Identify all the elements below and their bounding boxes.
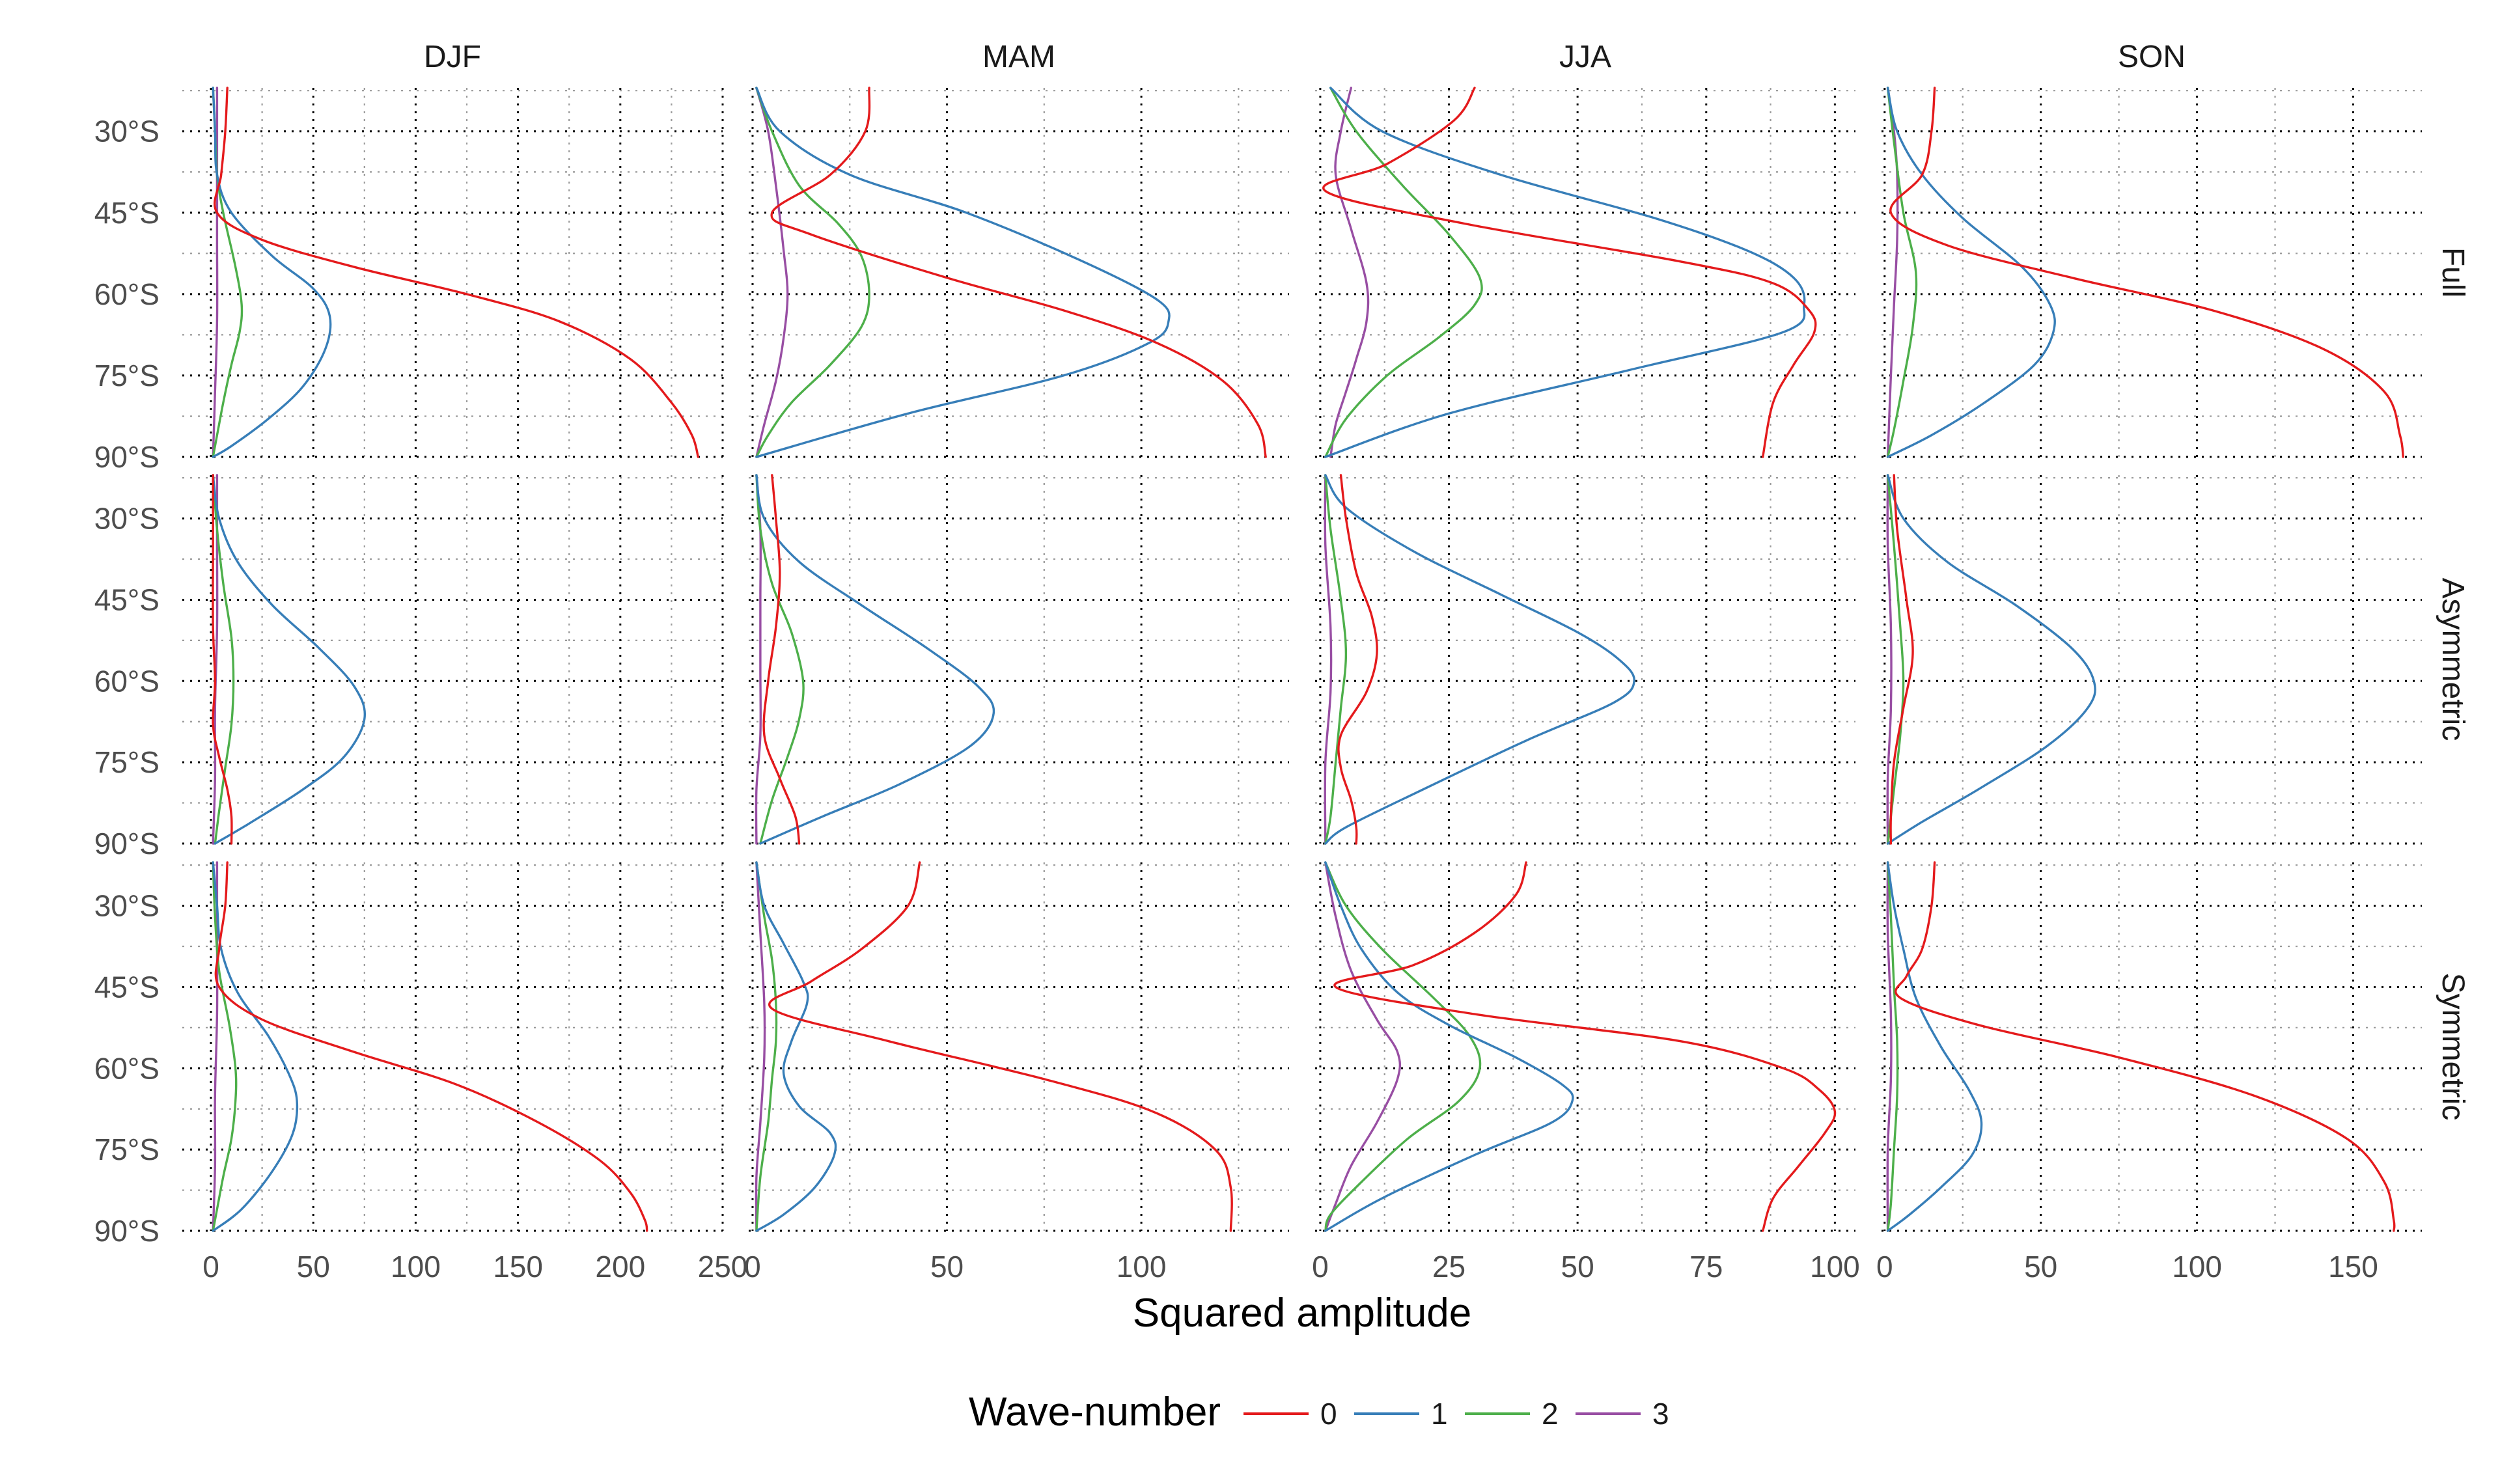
series-wave-0-mam-asymmetric: [762, 474, 801, 845]
column-strip-jja: JJA: [1559, 40, 1611, 74]
series-wave-1-son-full: [1886, 87, 2056, 458]
series-wave-1-mam-symmetric: [755, 861, 837, 1232]
series-wave-3-mam-full: [755, 87, 789, 458]
series-wave-3-jja-symmetric: [1324, 861, 1402, 1232]
label-layer: DJF MAM JJA SON Full Asymmetric Symmetric 30°S 4…: [94, 40, 2470, 1336]
y-tick-label-full: 30°S: [94, 115, 160, 148]
x-tick-label-djf: 150: [493, 1250, 543, 1284]
series-wave-0-djf-full: [214, 87, 699, 458]
x-tick-label-djf: 250: [698, 1250, 748, 1284]
y-tick-label-full: 90°S: [94, 440, 160, 474]
column-strip-djf: DJF: [424, 40, 481, 74]
column-strip-mam: MAM: [982, 40, 1055, 74]
series-wave-2-djf-symmetric: [212, 861, 238, 1232]
series-wave-0-djf-asymmetric: [212, 474, 233, 845]
series-wave-2-son-symmetric: [1886, 861, 1899, 1232]
x-tick-label-mam: 50: [930, 1250, 964, 1284]
series-wave-0-mam-symmetric: [768, 861, 1233, 1232]
y-tick-label-symmetric: 60°S: [94, 1051, 160, 1085]
series-layer: [212, 87, 2404, 1232]
series-wave-1-mam-full: [755, 87, 1171, 458]
series-wave-1-djf-symmetric: [212, 861, 299, 1232]
x-tick-label-son: 150: [2328, 1250, 2378, 1284]
x-tick-label-mam: 0: [744, 1250, 761, 1284]
series-wave-2-son-full: [1886, 87, 1918, 458]
series-wave-1-mam-asymmetric: [755, 474, 995, 845]
series-wave-1-son-asymmetric: [1886, 474, 2096, 845]
series-wave-3-djf-symmetric: [212, 861, 219, 1232]
series-wave-0-mam-full: [770, 87, 1267, 458]
series-wave-0-djf-symmetric: [214, 861, 648, 1232]
series-wave-3-djf-full: [212, 87, 219, 458]
series-wave-1-djf-asymmetric: [212, 474, 367, 845]
x-tick-label-djf: 200: [595, 1250, 645, 1284]
series-wave-1-jja-full: [1324, 87, 1806, 458]
series-wave-0-son-full: [1889, 87, 2404, 458]
series-wave-0-jja-full: [1322, 87, 1817, 458]
series-wave-0-jja-asymmetric: [1337, 474, 1378, 845]
series-wave-0-jja-symmetric: [1333, 861, 1837, 1232]
y-tick-label-asymmetric: 60°S: [94, 664, 160, 698]
legend-label-wave-1: 1: [1431, 1397, 1448, 1431]
y-tick-label-symmetric: 75°S: [94, 1133, 160, 1166]
legend-label-wave-2: 2: [1542, 1397, 1559, 1431]
x-tick-label-jja: 25: [1432, 1250, 1465, 1284]
y-tick-label-symmetric: 30°S: [94, 889, 160, 923]
x-tick-label-jja: 50: [1561, 1250, 1594, 1284]
series-wave-2-son-asymmetric: [1886, 474, 1905, 845]
column-strip-son: SON: [2118, 40, 2186, 74]
y-tick-label-symmetric: 90°S: [94, 1214, 160, 1248]
row-strip-symmetric: Symmetric: [2436, 973, 2470, 1121]
series-wave-2-mam-symmetric: [755, 861, 778, 1232]
series-wave-2-jja-full: [1324, 87, 1483, 458]
x-tick-label-son: 50: [2024, 1250, 2057, 1284]
series-wave-2-jja-asymmetric: [1324, 474, 1348, 845]
y-tick-label-full: 45°S: [94, 196, 160, 230]
series-wave-3-son-asymmetric: [1886, 474, 1893, 845]
series-wave-1-jja-asymmetric: [1324, 474, 1635, 845]
y-tick-label-full: 75°S: [94, 359, 160, 392]
legend-label-wave-3: 3: [1652, 1397, 1669, 1431]
x-axis-title: Squared amplitude: [1133, 1291, 1471, 1336]
series-wave-1-son-symmetric: [1886, 861, 1983, 1232]
series-wave-2-mam-asymmetric: [755, 474, 805, 845]
y-tick-label-asymmetric: 90°S: [94, 827, 160, 860]
series-wave-1-jja-symmetric: [1324, 861, 1574, 1232]
series-wave-1-djf-full: [212, 87, 332, 458]
row-strip-asymmetric: Asymmetric: [2436, 578, 2470, 741]
legend-title: Wave-number: [969, 1390, 1221, 1435]
x-tick-label-son: 0: [1876, 1250, 1893, 1284]
x-tick-label-djf: 100: [391, 1250, 441, 1284]
x-tick-label-djf: 0: [202, 1250, 219, 1284]
x-tick-label-jja: 0: [1312, 1250, 1329, 1284]
series-wave-3-son-full: [1886, 87, 1899, 458]
series-wave-3-jja-full: [1329, 87, 1370, 458]
y-tick-label-asymmetric: 45°S: [94, 583, 160, 616]
legend: Wave-number 0 1 2 3: [969, 1390, 1669, 1435]
y-tick-label-asymmetric: 30°S: [94, 502, 160, 536]
series-wave-0-son-symmetric: [1895, 861, 2396, 1232]
x-tick-label-jja: 100: [1810, 1250, 1860, 1284]
x-tick-label-jja: 75: [1689, 1250, 1723, 1284]
series-wave-2-jja-symmetric: [1324, 861, 1482, 1232]
y-tick-label-symmetric: 45°S: [94, 970, 160, 1004]
y-tick-label-full: 60°S: [94, 277, 160, 311]
grid-layer: [182, 88, 2422, 1232]
series-wave-0-son-asymmetric: [1889, 474, 1914, 845]
row-strip-full: Full: [2436, 247, 2470, 297]
series-wave-3-son-symmetric: [1886, 861, 1893, 1232]
y-tick-label-asymmetric: 75°S: [94, 745, 160, 779]
series-wave-2-mam-full: [755, 87, 870, 458]
series-wave-3-jja-asymmetric: [1324, 474, 1333, 845]
series-wave-2-djf-asymmetric: [212, 474, 235, 845]
x-tick-label-son: 100: [2172, 1250, 2222, 1284]
x-tick-label-mam: 100: [1117, 1250, 1167, 1284]
series-wave-3-mam-symmetric: [755, 861, 766, 1232]
legend-label-wave-0: 0: [1320, 1397, 1337, 1431]
x-tick-label-djf: 50: [297, 1250, 330, 1284]
